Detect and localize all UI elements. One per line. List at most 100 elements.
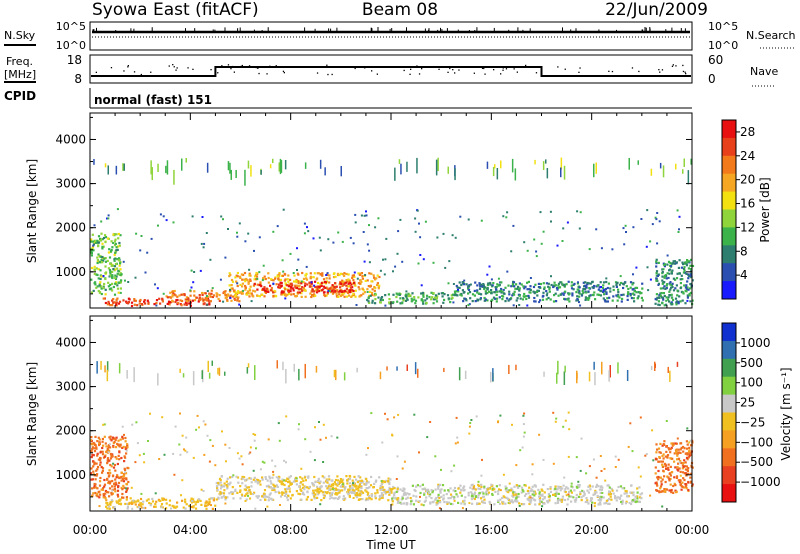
data-cell-0-7-185 [661,282,664,285]
data-cell-0-7-120 [662,262,665,265]
xtick-label-6: 00:00 [675,523,710,537]
data-cell-0-0-193 [114,263,118,266]
data-cell-0-3-218 [348,284,351,288]
data-cell-0-6-201 [539,282,543,286]
data-cell-0-0-70 [116,248,119,251]
data-cell-1-4-17 [462,500,465,503]
data-cell-0-6-129 [538,286,541,289]
data-cell-0-3-208 [322,278,326,281]
data-cell-1-0-77 [101,437,104,441]
nave-dot-83 [502,67,504,69]
data-cell-0-3-395 [347,285,350,288]
data-cell-0-5-93 [374,302,377,305]
data-cell-1-0-104 [102,494,105,497]
data-cell-1-5-44 [655,443,658,446]
data-cell-0-6-316 [478,282,481,285]
data-cell-1-5-204 [664,462,667,465]
data-cell-0-3-334 [239,276,242,279]
data-cell-1-0-239 [119,476,122,479]
nave-dot-61 [257,67,259,69]
noise-1-240 [203,453,206,456]
cbar-swatch-0-0 [722,120,736,139]
data-cell-0-1-62 [136,304,139,307]
noise-1-223 [426,436,429,439]
data-cell-0-3-171 [272,295,275,298]
data-cell-1-5-168 [665,488,669,491]
data-cell-1-0-243 [95,462,98,465]
noise-0-173 [366,243,369,246]
data-cell-0-4-105 [313,290,316,293]
data-cell-0-0-98 [97,244,100,247]
data-cell-0-6-63 [459,293,462,296]
noise-1-42 [588,465,591,468]
data-cell-1-5-220 [670,442,673,445]
data-cell-1-2-457 [389,478,392,481]
noise-0-48 [497,277,500,280]
data-cell-1-4-426 [473,497,476,501]
streak-0-45 [247,160,250,169]
data-cell-1-4-378 [531,485,534,488]
data-cell-0-4-31 [292,289,295,292]
noise-0-135 [296,269,298,271]
data-cell-1-2-460 [354,478,358,481]
data-cell-0-0-150 [94,283,97,286]
data-cell-0-6-250 [467,288,471,291]
data-cell-1-2-411 [257,481,260,484]
freq-trace [91,64,691,77]
noise-0-73 [649,240,652,243]
data-cell-0-6-220 [561,283,565,287]
data-cell-0-4-62 [323,291,326,294]
data-cell-1-0-126 [125,452,128,455]
nave-dot-42 [493,69,495,71]
data-cell-0-5-33 [380,297,383,300]
data-cell-0-3-344 [341,284,344,287]
data-cell-0-2-8 [211,295,214,299]
noise-0-4 [368,261,371,264]
data-cell-1-2-318 [217,496,220,499]
data-cell-1-4-419 [463,485,466,488]
data-cell-0-6-332 [640,291,643,295]
noise-0-85 [282,270,285,273]
noise-1-138 [184,449,187,452]
noise-1-158 [219,487,222,490]
noise-0-37 [140,235,143,237]
data-cell-0-7-187 [686,259,689,262]
data-cell-1-2-364 [387,489,390,492]
streak-0-60 [563,165,566,180]
noise-0-92 [162,292,165,295]
noise-0-176 [399,218,402,221]
data-cell-0-6-193 [636,297,639,300]
data-cell-1-2-237 [287,494,290,497]
data-cell-1-2-275 [279,495,283,498]
noise-1-64 [572,496,575,499]
power-ylabel: Slant Range [km] [25,159,39,263]
data-cell-0-0-139 [91,266,94,270]
noise-0-120 [666,254,669,257]
data-cell-0-0-162 [118,241,121,245]
data-cell-1-2-430 [381,487,384,490]
data-cell-0-6-95 [589,282,592,285]
noise-0-255 [318,236,321,239]
data-cell-1-2-449 [224,496,228,499]
data-cell-1-4-98 [436,502,440,505]
data-cell-1-5-197 [676,451,679,454]
streak-1-29 [293,363,295,372]
data-cell-0-7-78 [690,258,693,261]
data-cell-1-4-144 [449,493,453,496]
data-cell-1-5-164 [662,469,665,472]
data-cell-1-2-407 [367,494,371,497]
data-cell-1-2-339 [335,493,338,496]
data-cell-0-4-47 [333,290,337,293]
data-cell-1-4-327 [638,500,641,503]
data-cell-1-2-120 [361,497,364,501]
data-cell-0-5-40 [388,298,391,301]
data-cell-0-6-77 [542,291,545,294]
data-cell-0-3-365 [252,295,255,298]
data-cell-1-5-79 [663,443,666,446]
streak-1-52 [315,365,318,373]
data-cell-1-4-328 [564,488,567,491]
noise-1-38 [325,436,327,439]
data-cell-0-6-381 [509,298,512,301]
data-cell-0-2-68 [198,296,201,299]
data-cell-0-3-349 [294,284,297,287]
